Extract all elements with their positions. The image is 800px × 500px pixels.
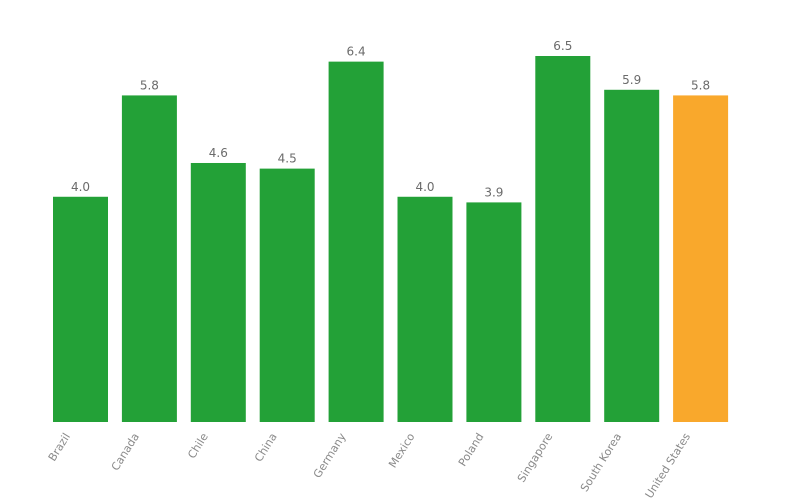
data-label: 5.9 xyxy=(622,73,641,87)
bar xyxy=(604,89,660,423)
x-tick-label: China xyxy=(252,431,280,465)
bar xyxy=(673,95,729,423)
data-label: 5.8 xyxy=(140,78,159,92)
x-tick-label: Canada xyxy=(109,431,142,473)
bar xyxy=(535,56,591,422)
data-label: 4.6 xyxy=(209,146,228,160)
bar xyxy=(53,196,108,422)
bar xyxy=(328,61,384,422)
bar xyxy=(190,162,246,422)
x-tick-label: Singapore xyxy=(515,431,556,485)
data-label: 4.0 xyxy=(415,180,434,194)
data-label: 5.8 xyxy=(691,78,710,92)
x-tick-label: Poland xyxy=(456,431,486,469)
data-label: 3.9 xyxy=(484,185,503,199)
data-label: 6.4 xyxy=(347,45,366,59)
x-tick-label: Mexico xyxy=(386,430,418,470)
x-tick-label: South Korea xyxy=(578,431,624,494)
bar xyxy=(466,202,522,422)
x-tick-label: Germany xyxy=(311,430,349,480)
x-tick-label: Brazil xyxy=(46,431,73,464)
data-label: 6.5 xyxy=(553,39,572,53)
bar xyxy=(121,95,177,423)
data-label: 4.5 xyxy=(278,152,297,166)
x-tick-label: Chile xyxy=(185,431,211,461)
bar xyxy=(397,196,453,422)
x-tick-label: United States xyxy=(643,430,694,500)
bar xyxy=(259,168,315,422)
data-label: 4.0 xyxy=(71,180,90,194)
